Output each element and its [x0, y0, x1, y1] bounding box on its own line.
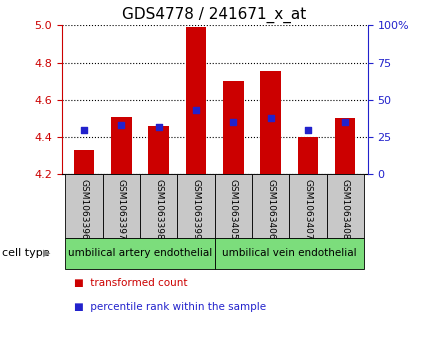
Text: ■  transformed count: ■ transformed count: [74, 278, 188, 288]
Text: GSM1063407: GSM1063407: [303, 179, 312, 240]
Point: [267, 115, 274, 121]
Bar: [177, 174, 215, 238]
Bar: [65, 174, 103, 238]
Bar: [74, 150, 94, 174]
Point: [81, 127, 88, 132]
Point: [342, 119, 348, 125]
Bar: [215, 238, 364, 269]
Bar: [326, 174, 364, 238]
Bar: [261, 71, 281, 174]
Text: GSM1063408: GSM1063408: [341, 179, 350, 240]
Bar: [223, 81, 244, 174]
Title: GDS4778 / 241671_x_at: GDS4778 / 241671_x_at: [122, 7, 307, 23]
Bar: [103, 174, 140, 238]
Text: umbilical artery endothelial: umbilical artery endothelial: [68, 248, 212, 258]
Text: cell type: cell type: [2, 248, 50, 258]
Bar: [140, 174, 177, 238]
Bar: [148, 126, 169, 174]
Point: [193, 107, 199, 113]
Bar: [111, 118, 132, 174]
Text: ■  percentile rank within the sample: ■ percentile rank within the sample: [74, 302, 266, 312]
Text: ▶: ▶: [42, 248, 50, 258]
Text: umbilical vein endothelial: umbilical vein endothelial: [222, 248, 357, 258]
Text: GSM1063397: GSM1063397: [117, 179, 126, 240]
Bar: [186, 27, 206, 174]
Bar: [215, 174, 252, 238]
Point: [305, 127, 312, 132]
Point: [118, 122, 125, 128]
Point: [155, 124, 162, 130]
Bar: [289, 174, 326, 238]
Text: GSM1063405: GSM1063405: [229, 179, 238, 240]
Bar: [65, 238, 215, 269]
Point: [230, 119, 237, 125]
Text: GSM1063396: GSM1063396: [79, 179, 88, 240]
Bar: [252, 174, 289, 238]
Text: GSM1063398: GSM1063398: [154, 179, 163, 240]
Bar: [298, 137, 318, 174]
Text: GSM1063399: GSM1063399: [192, 179, 201, 240]
Bar: [335, 118, 355, 174]
Text: GSM1063406: GSM1063406: [266, 179, 275, 240]
